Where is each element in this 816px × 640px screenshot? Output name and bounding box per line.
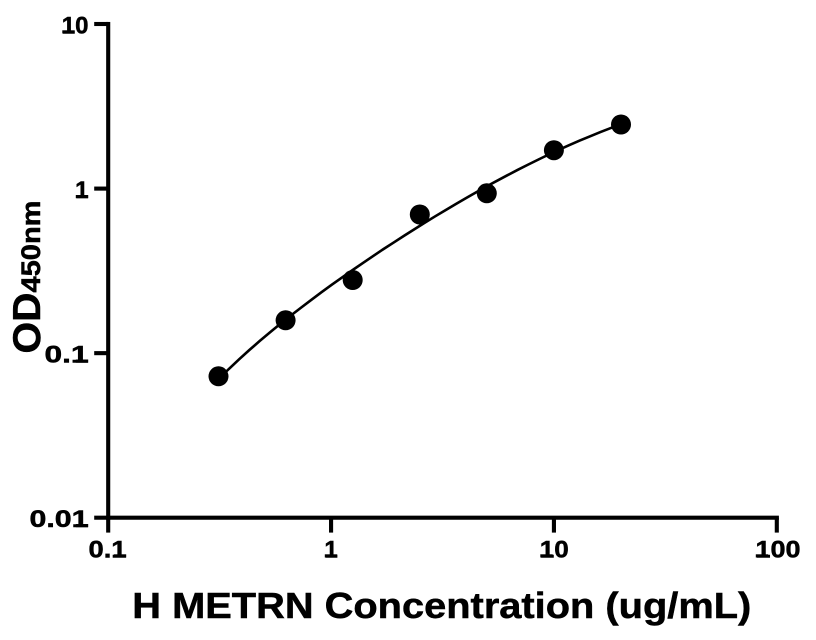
- svg-text:0.1: 0.1: [45, 342, 89, 369]
- svg-text:100: 100: [756, 537, 801, 564]
- svg-text:0.01: 0.01: [30, 506, 89, 533]
- svg-text:0.1: 0.1: [89, 537, 127, 564]
- svg-text:1: 1: [324, 537, 337, 564]
- svg-text:1: 1: [75, 177, 88, 204]
- svg-text:H METRN Concentration (ug/mL): H METRN Concentration (ug/mL): [132, 585, 751, 626]
- svg-text:OD450nm: OD450nm: [6, 201, 49, 354]
- svg-text:10: 10: [540, 537, 569, 564]
- svg-text:10: 10: [62, 13, 89, 40]
